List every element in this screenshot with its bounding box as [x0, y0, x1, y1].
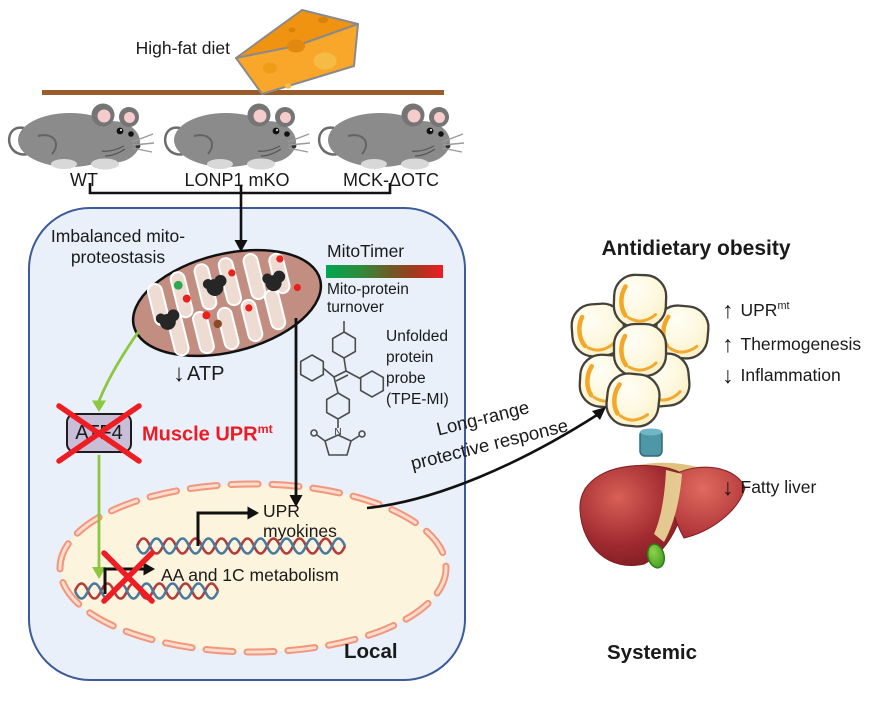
high-fat-diet-label: High-fat diet	[135, 38, 230, 58]
floor-line	[42, 90, 444, 95]
mouse-lonp1-icon	[163, 102, 310, 170]
antidietary-obesity-title: Antidietary obesity	[601, 237, 791, 260]
svg-text:N: N	[334, 427, 341, 438]
upr-superscript: mt	[777, 300, 790, 313]
muscle-upr-label: Muscle UPRmt	[142, 422, 273, 446]
effect-upr: ↑ UPRmt	[722, 297, 790, 323]
up-arrow-icon: ↑	[722, 297, 734, 323]
upr-myokines-label: UPR myokines	[263, 501, 337, 541]
upr-superscript: mt	[257, 422, 273, 436]
effect-inflammation: ↓ Inflammation	[722, 362, 841, 388]
mouse-label-wt: WT	[70, 170, 98, 190]
unfolded-protein-probe-label: Unfolded protein probe (TPE-MI)	[386, 328, 449, 408]
atf4-box: ATF4	[66, 413, 132, 453]
mouse-wt-icon	[7, 102, 154, 170]
cheese-icon	[235, 9, 359, 95]
mito-protein-turnover-label: Mito-protein turnover	[327, 281, 409, 316]
metabolism-label: AA and 1C metabolism	[161, 565, 340, 585]
down-arrow-icon: ↓	[722, 362, 734, 388]
effect-fatty-liver: ↓ Fatty liver	[722, 474, 817, 500]
liver-icon	[579, 428, 746, 569]
atf4-label: ATF4	[75, 421, 123, 444]
systemic-zone-label: Systemic	[607, 641, 698, 664]
effect-thermogenesis: ↑ Thermogenesis	[722, 331, 862, 357]
mouse-label-mck: MCK-ΔOTC	[342, 170, 439, 190]
mitochondrion-icon	[131, 248, 323, 358]
atp-indicator: ↓ ATP	[173, 362, 224, 386]
down-arrow-icon: ↓	[173, 360, 185, 387]
mouse-label-lonp1: LONP1 mKO	[184, 170, 290, 190]
mitotimer-gradient-bar	[326, 265, 443, 278]
imbalance-label: Imbalanced mito-proteostasis	[50, 226, 186, 267]
atp-label: ATP	[187, 362, 225, 385]
mitotimer-title: MitoTimer	[327, 241, 405, 261]
up-arrow-icon: ↑	[722, 331, 734, 357]
tpe-mi-structure-icon: N	[299, 321, 385, 456]
local-zone-label: Local	[344, 640, 398, 663]
down-arrow-icon: ↓	[722, 474, 734, 500]
mouse-mck-icon	[317, 102, 464, 170]
